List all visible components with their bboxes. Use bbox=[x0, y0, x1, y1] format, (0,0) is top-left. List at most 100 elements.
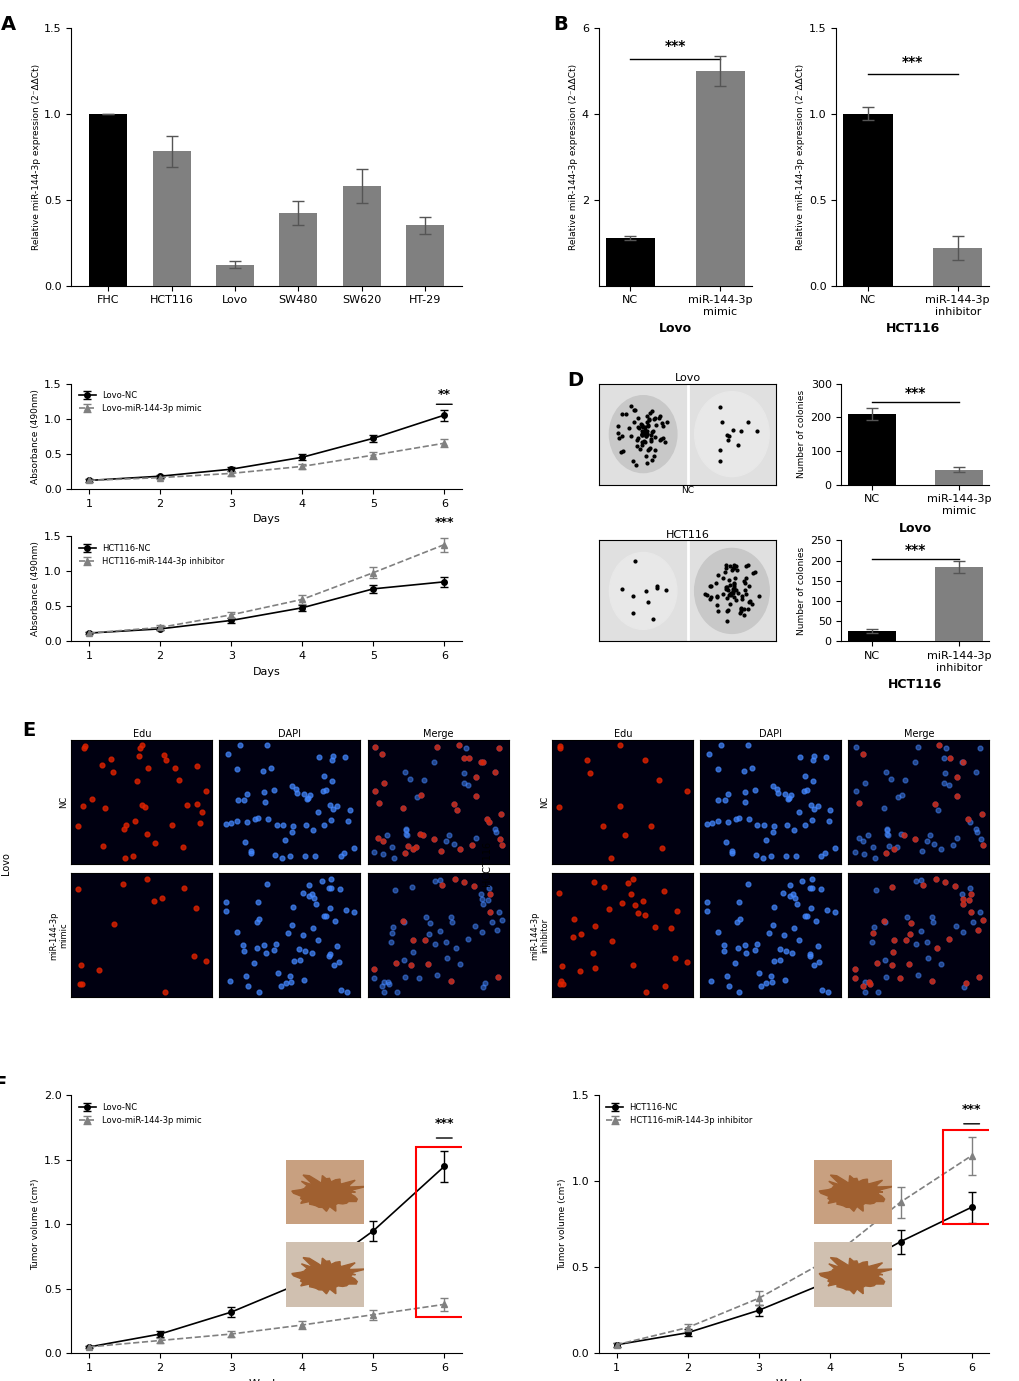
Point bbox=[803, 877, 819, 899]
Point bbox=[432, 920, 448, 942]
Point bbox=[474, 751, 490, 773]
Point bbox=[401, 768, 418, 790]
Point bbox=[954, 888, 970, 910]
Point bbox=[147, 831, 163, 853]
Point bbox=[813, 979, 829, 1001]
Point bbox=[387, 952, 404, 974]
Point bbox=[631, 438, 647, 460]
Point bbox=[616, 824, 633, 847]
Point bbox=[918, 830, 934, 852]
Point bbox=[394, 797, 411, 819]
Point bbox=[481, 811, 497, 833]
Point bbox=[235, 939, 252, 961]
Point bbox=[600, 898, 616, 920]
Point bbox=[399, 834, 416, 856]
Point bbox=[375, 772, 391, 794]
Point bbox=[639, 420, 655, 442]
Point bbox=[468, 766, 484, 789]
Point bbox=[256, 780, 272, 802]
Point bbox=[117, 815, 133, 837]
Point bbox=[973, 802, 989, 824]
Point bbox=[730, 581, 746, 603]
Point bbox=[387, 952, 404, 974]
Point bbox=[315, 765, 331, 787]
Point bbox=[851, 791, 867, 813]
Point bbox=[290, 938, 307, 960]
Point bbox=[412, 823, 428, 845]
Point bbox=[284, 822, 301, 844]
Point bbox=[229, 790, 246, 812]
Point bbox=[725, 418, 741, 441]
Point bbox=[409, 786, 425, 808]
Point bbox=[454, 747, 471, 769]
Point bbox=[460, 928, 476, 950]
Point bbox=[801, 877, 817, 899]
Point bbox=[325, 954, 341, 976]
Point bbox=[317, 779, 333, 801]
Point bbox=[450, 735, 467, 757]
Point bbox=[396, 761, 413, 783]
Point bbox=[812, 878, 828, 900]
Point bbox=[376, 981, 392, 1003]
Point bbox=[327, 910, 343, 932]
Point bbox=[466, 874, 482, 896]
Point bbox=[927, 936, 944, 958]
Bar bbox=[695, 70, 744, 286]
Text: ***: *** bbox=[961, 1103, 980, 1116]
Point bbox=[734, 584, 750, 606]
Point bbox=[426, 751, 442, 773]
Point bbox=[867, 952, 883, 974]
Point bbox=[384, 916, 400, 938]
Point bbox=[931, 953, 948, 975]
Point bbox=[729, 938, 745, 960]
Point bbox=[222, 971, 238, 993]
Point bbox=[775, 783, 792, 805]
Point bbox=[284, 914, 301, 936]
Point bbox=[913, 874, 929, 896]
Point bbox=[551, 736, 568, 758]
Point bbox=[609, 416, 626, 438]
Point bbox=[396, 842, 413, 865]
Point bbox=[716, 561, 733, 583]
Point bbox=[554, 972, 571, 994]
Point bbox=[398, 819, 415, 841]
Point bbox=[818, 899, 835, 921]
Point bbox=[937, 736, 954, 758]
Point bbox=[718, 783, 735, 805]
Point bbox=[866, 847, 882, 869]
Point bbox=[886, 928, 902, 950]
Point bbox=[249, 911, 265, 934]
Point bbox=[284, 896, 301, 918]
Point bbox=[906, 829, 922, 851]
Point bbox=[656, 431, 673, 453]
Point bbox=[817, 746, 834, 768]
Point bbox=[700, 743, 716, 765]
Point bbox=[727, 590, 743, 612]
Point bbox=[229, 921, 246, 943]
Point bbox=[175, 877, 192, 899]
Point bbox=[422, 911, 438, 934]
Point bbox=[969, 920, 985, 942]
Point bbox=[738, 583, 754, 605]
Point bbox=[492, 802, 508, 824]
Point bbox=[243, 841, 259, 863]
Point bbox=[640, 407, 656, 429]
Point bbox=[739, 735, 755, 757]
Point bbox=[310, 801, 326, 823]
Point bbox=[941, 747, 957, 769]
Point bbox=[403, 954, 419, 976]
Point bbox=[907, 932, 923, 954]
Point bbox=[429, 964, 445, 986]
Point bbox=[324, 749, 340, 771]
Point bbox=[232, 735, 249, 757]
Point bbox=[310, 929, 326, 952]
Point bbox=[491, 827, 507, 849]
Point bbox=[810, 950, 826, 972]
Point bbox=[403, 954, 419, 976]
Point bbox=[259, 735, 275, 757]
Y-axis label: Relative miR-144-3p expression (2⁻ΔΔCt): Relative miR-144-3p expression (2⁻ΔΔCt) bbox=[795, 64, 804, 250]
Point bbox=[711, 450, 728, 472]
Point bbox=[338, 981, 355, 1003]
X-axis label: HCT116: HCT116 bbox=[884, 322, 938, 336]
Point bbox=[923, 969, 940, 992]
